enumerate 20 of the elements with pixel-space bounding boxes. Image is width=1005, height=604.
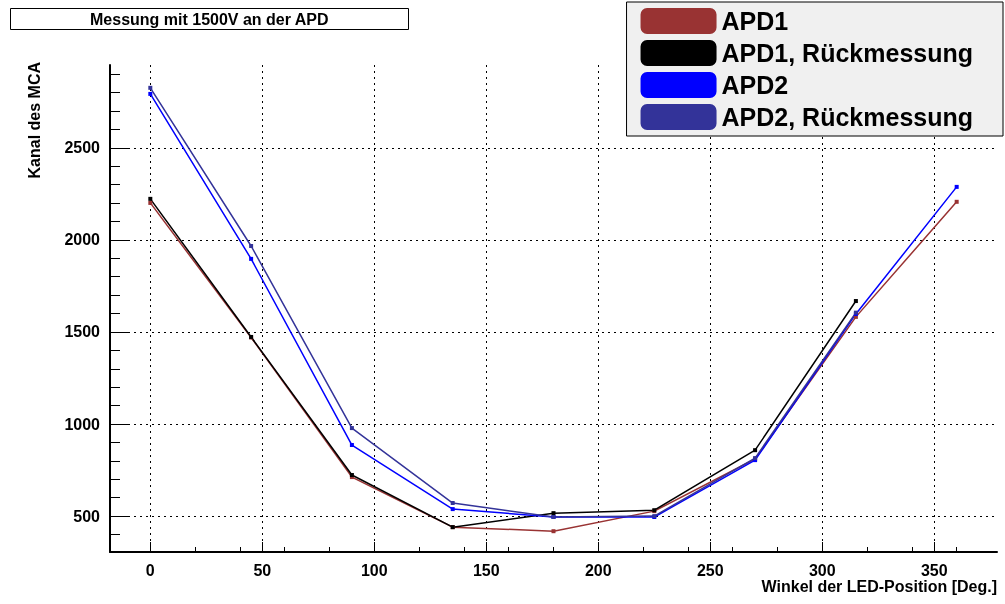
x-tick-label: 200 [584,561,612,579]
y-axis-title: Kanal des MCA [25,61,43,179]
legend-label: APD2, Rückmessung [721,103,973,131]
x-tick-label: 50 [253,561,272,579]
legend-label: APD2 [721,71,789,99]
y-tick-label: 1500 [64,323,101,341]
legend-label: APD1 [721,7,789,35]
x-tick-label: 250 [696,561,724,579]
legend-label: APD1, Rückmessung [721,39,973,67]
x-tick-label: 300 [808,561,836,579]
chart-title: Messung mit 1500V an der APD [90,10,329,28]
y-tick-label: 1000 [64,415,101,433]
x-tick-label: 100 [360,561,388,579]
y-tick-label: 2000 [64,231,101,249]
y-tick-label: 2500 [64,139,101,157]
y-tick-label: 500 [73,507,101,525]
x-tick-label: 0 [145,561,155,579]
x-tick-label: 150 [472,561,500,579]
x-tick-label: 350 [920,561,948,579]
x-axis-title: Winkel der LED-Position [Deg.] [761,577,997,595]
